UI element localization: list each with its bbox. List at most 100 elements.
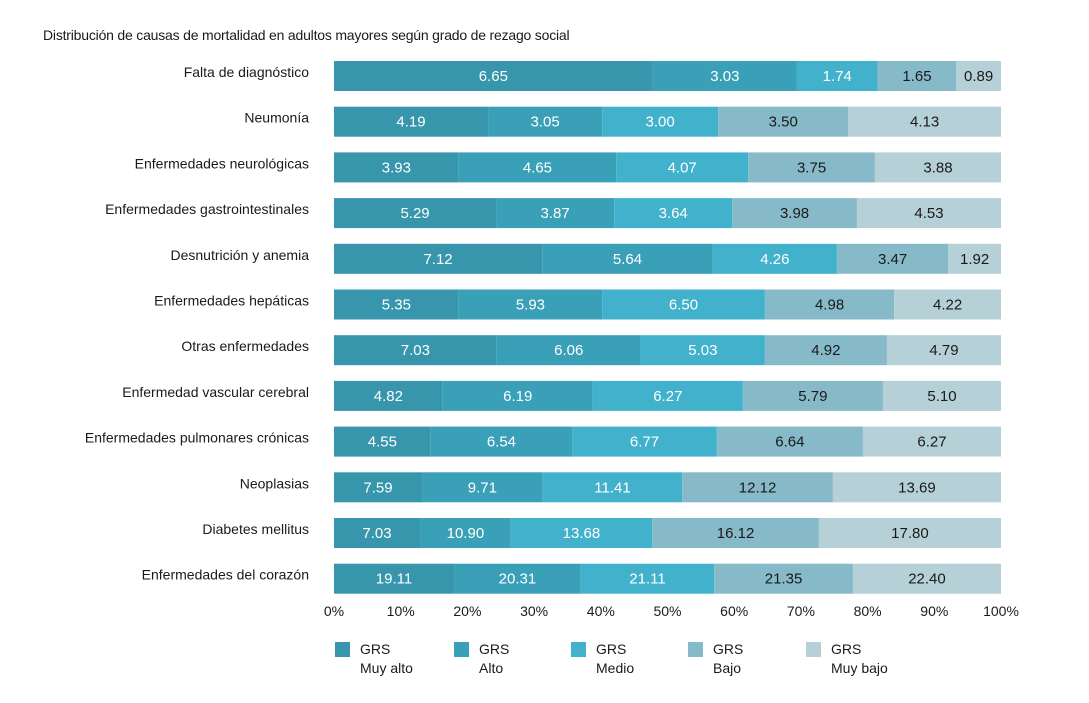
data-label: 5.35 xyxy=(382,297,411,314)
data-label: 11.41 xyxy=(594,479,630,496)
bar-segment xyxy=(652,518,819,548)
x-tick-label: 80% xyxy=(854,603,882,619)
legend-swatch xyxy=(571,642,586,657)
bar-segment xyxy=(334,335,497,366)
bar-segment xyxy=(334,152,459,183)
bar-segment xyxy=(856,198,1001,229)
x-tick-label: 50% xyxy=(653,603,681,619)
bar-segment xyxy=(742,380,883,411)
data-label: 1.74 xyxy=(823,68,852,85)
data-label: 4.55 xyxy=(368,434,397,451)
legend-label: Medio xyxy=(596,660,634,676)
data-label: 10.90 xyxy=(447,525,485,542)
bar-segment xyxy=(542,472,683,503)
bar-segment xyxy=(640,335,765,366)
data-label: 7.12 xyxy=(423,251,452,268)
x-tick-label: 90% xyxy=(920,603,948,619)
data-label: 5.10 xyxy=(927,388,956,405)
category-label: Otras enfermedades xyxy=(181,338,309,354)
data-label: 4.19 xyxy=(396,114,425,131)
bar-segment xyxy=(852,563,1001,594)
bar-segment xyxy=(334,518,421,548)
data-label: 6.50 xyxy=(669,297,698,314)
category-label: Neoplasias xyxy=(240,475,309,491)
bar-segment xyxy=(458,289,603,320)
bar-segment xyxy=(572,426,717,457)
legend-swatch xyxy=(454,642,469,657)
legend-label: GRS xyxy=(831,641,861,657)
bar-segment xyxy=(580,563,715,594)
data-label: 4.07 xyxy=(668,159,697,176)
bar-segment xyxy=(334,426,431,457)
x-tick-label: 60% xyxy=(720,603,748,619)
bar-segment xyxy=(877,61,957,91)
data-label: 21.11 xyxy=(629,571,665,588)
chart-title: Distribución de causas de mortalidad en … xyxy=(43,27,570,43)
bar-segment xyxy=(714,563,853,594)
data-label: 4.65 xyxy=(523,159,552,176)
bar-segment xyxy=(334,198,497,229)
category-label: Enfermedades pulmonares crónicas xyxy=(85,430,309,446)
bar-segment xyxy=(458,152,617,183)
data-label: 4.82 xyxy=(374,388,403,405)
bar-segment xyxy=(682,472,833,503)
bar-segment xyxy=(616,152,749,183)
data-label: 21.35 xyxy=(765,571,803,588)
bar-segment xyxy=(334,563,455,594)
bar-segment xyxy=(718,106,849,137)
bar-segment xyxy=(764,335,887,366)
data-label: 3.88 xyxy=(923,159,952,176)
bar-segment xyxy=(748,152,875,183)
legend-swatch xyxy=(335,642,350,657)
legend-label: GRS xyxy=(479,641,509,657)
category-label: Enfermedad vascular cerebral xyxy=(122,384,309,400)
x-tick-label: 40% xyxy=(587,603,615,619)
x-tick-label: 20% xyxy=(453,603,481,619)
data-label: 6.06 xyxy=(554,342,583,359)
bar-segment xyxy=(510,518,653,548)
legend-label: Muy alto xyxy=(360,660,413,676)
data-label: 0.89 xyxy=(964,68,993,85)
x-tick-label: 70% xyxy=(787,603,815,619)
data-label: 3.05 xyxy=(531,114,560,131)
x-tick-label: 10% xyxy=(387,603,415,619)
data-label: 3.75 xyxy=(797,159,826,176)
bar-segment xyxy=(334,380,443,411)
bar-segment xyxy=(882,380,1001,411)
bar-segment xyxy=(334,472,423,503)
data-label: 20.31 xyxy=(499,571,537,588)
bar-segment xyxy=(886,335,1001,366)
data-label: 6.27 xyxy=(653,388,682,405)
bar-segment xyxy=(592,380,743,411)
category-label: Enfermedades neurológicas xyxy=(135,155,309,171)
bar-segment xyxy=(422,472,543,503)
data-label: 5.03 xyxy=(688,342,717,359)
bar-segment xyxy=(818,518,1001,548)
data-label: 7.03 xyxy=(362,525,391,542)
bar-segment xyxy=(894,289,1001,320)
data-label: 4.92 xyxy=(811,342,840,359)
data-label: 3.98 xyxy=(780,205,809,222)
data-label: 12.12 xyxy=(739,479,777,496)
bar-segment xyxy=(542,243,713,274)
data-label: 9.71 xyxy=(468,479,497,496)
data-label: 1.65 xyxy=(902,68,931,85)
bar-segment xyxy=(652,61,797,91)
category-label: Desnutrición y anemia xyxy=(170,247,309,263)
bar-segment xyxy=(420,518,511,548)
data-label: 7.03 xyxy=(401,342,430,359)
bar-segment xyxy=(948,243,1001,274)
data-label: 6.19 xyxy=(503,388,532,405)
bar-segment xyxy=(874,152,1001,183)
data-label: 5.79 xyxy=(798,388,827,405)
bar-segment xyxy=(334,106,489,137)
category-label: Enfermedades gastrointestinales xyxy=(105,201,309,217)
legend-label: Bajo xyxy=(713,660,741,676)
data-label: 4.26 xyxy=(760,251,789,268)
data-label: 17.80 xyxy=(891,525,929,542)
legend-label: GRS xyxy=(713,641,743,657)
data-label: 22.40 xyxy=(908,571,946,588)
data-label: 3.00 xyxy=(646,114,675,131)
legend-swatch xyxy=(688,642,703,657)
